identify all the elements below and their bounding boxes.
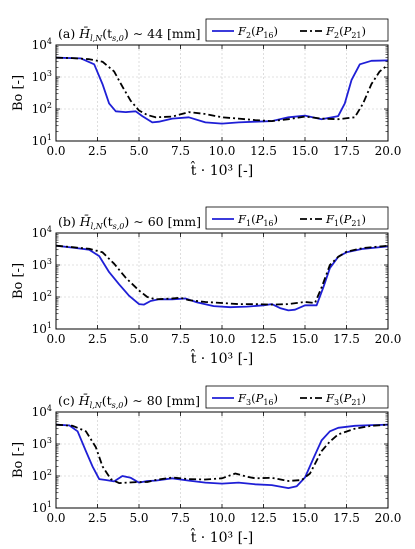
chart-panel-b: 0.0 2.5 5.0 7.5 10.0 12.5 15.0 17.5 20.0 101 102 10…: [11, 206, 402, 367]
series-line-f2p16: [55, 56, 389, 125]
series-line-f1p16: [55, 244, 389, 312]
y-tick-label: 103: [32, 257, 52, 272]
series-line-f3p21: [55, 423, 389, 485]
legend-frame: [205, 385, 389, 409]
x-tick-label: 15.0: [292, 332, 319, 346]
x-tick-label: 5.0: [129, 511, 148, 525]
x-tick-label: 2.5: [88, 144, 107, 158]
y-tick-label: 104: [32, 225, 52, 240]
x-tick-label: 5.0: [129, 332, 148, 346]
x-tick-label: 17.5: [333, 332, 360, 346]
chart-panel-a: 0.0 2.5 5.0 7.5 10.0 12.5 15.0 17.5 20.0 101 102 10…: [11, 18, 402, 179]
x-tick-label: 17.5: [333, 511, 360, 525]
y-tick-label: 101: [32, 321, 52, 336]
x-tick-label: 20.0: [375, 332, 402, 346]
grid: [56, 45, 388, 141]
y-tick-label: 101: [32, 133, 52, 148]
x-tick-label: 12.5: [250, 511, 277, 525]
legend-label: F3(P21): [325, 391, 366, 407]
x-tick-label: 17.5: [333, 144, 360, 158]
x-tick-label: 0.0: [46, 511, 65, 525]
legend-frame: [205, 18, 389, 42]
legend-label: F1(P16): [237, 212, 278, 228]
x-tick-label: 0.0: [46, 332, 65, 346]
y-tick-label: 101: [32, 500, 52, 515]
x-tick-label: 10.0: [209, 144, 236, 158]
legend-label: F2(P16): [237, 24, 278, 40]
x-tick-label: 7.5: [171, 144, 190, 158]
x-tick-label: 12.5: [250, 144, 277, 158]
series-line-f3p16: [55, 423, 389, 490]
x-axis-label: t̂ · 10³ [-]: [190, 160, 253, 179]
legend-frame: [205, 206, 389, 230]
x-tick-label: 10.0: [209, 332, 236, 346]
x-tick-label: 7.5: [171, 511, 190, 525]
x-tick-label: 12.5: [250, 332, 277, 346]
x-tick-label: 20.0: [375, 511, 402, 525]
legend-label: F3(P16): [237, 391, 278, 407]
y-tick-label: 103: [32, 69, 52, 84]
panel-title: (c) H̄l,N(ts,0) ∼ 80 [mm]: [58, 393, 200, 410]
grid: [56, 233, 388, 329]
y-tick-label: 102: [32, 289, 52, 304]
y-tick-label: 102: [32, 101, 52, 116]
chart-panel-c: 0.0 2.5 5.0 7.5 10.0 12.5 15.0 17.5 20.0 101 102 10…: [11, 385, 402, 546]
y-axis-label: Bo [-]: [11, 263, 26, 299]
panel-title: (b) H̄l,N(ts,0) ∼ 60 [mm]: [58, 214, 201, 231]
series-line-f2p21: [55, 56, 389, 122]
y-axis-label: Bo [-]: [11, 75, 26, 111]
legend: F1(P16) F1(P21): [205, 206, 389, 230]
x-axis-label: t̂ · 10³ [-]: [190, 348, 253, 367]
x-axis-label: t̂ · 10³ [-]: [190, 527, 253, 546]
y-tick-label: 103: [32, 436, 52, 451]
x-tick-label: 10.0: [209, 511, 236, 525]
panel-title: (a) H̄l,N(ts,0) ∼ 44 [mm]: [58, 26, 201, 43]
x-tick-label: 5.0: [129, 144, 148, 158]
x-tick-label: 15.0: [292, 511, 319, 525]
y-tick-label: 102: [32, 468, 52, 483]
y-tick-label: 104: [32, 404, 52, 419]
x-tick-label: 2.5: [88, 332, 107, 346]
legend-label: F1(P21): [325, 212, 366, 228]
x-tick-label: 7.5: [171, 332, 190, 346]
legend: F3(P16) F3(P21): [205, 385, 389, 409]
series-line-f1p21: [55, 244, 389, 306]
x-tick-label: 15.0: [292, 144, 319, 158]
legend: F2(P16) F2(P21): [205, 18, 389, 42]
legend-label: F2(P21): [325, 24, 366, 40]
y-tick-label: 104: [32, 37, 52, 52]
y-axis-label: Bo [-]: [11, 442, 26, 478]
x-tick-label: 0.0: [46, 144, 65, 158]
grid: [56, 412, 388, 508]
x-tick-label: 20.0: [375, 144, 402, 158]
x-tick-label: 2.5: [88, 511, 107, 525]
